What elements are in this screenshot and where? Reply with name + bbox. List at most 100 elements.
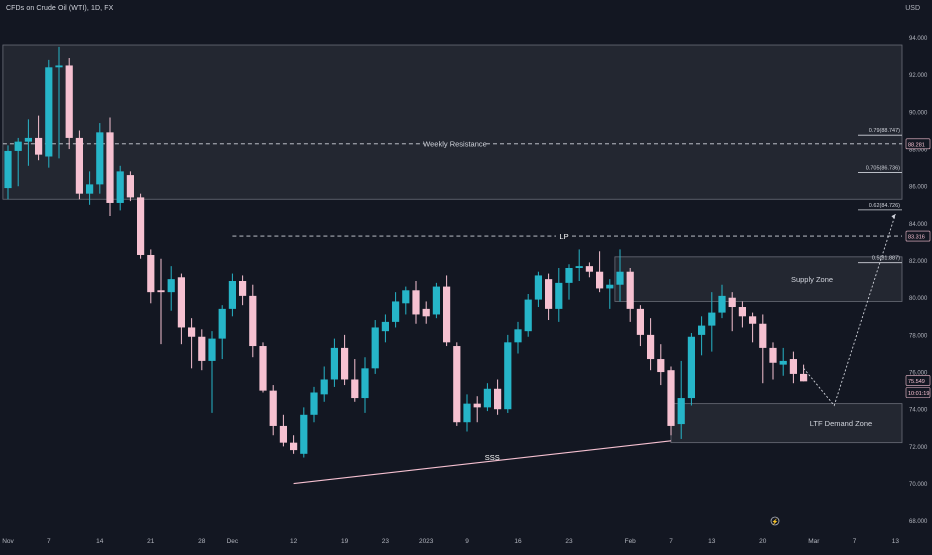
candle — [616, 249, 624, 302]
candle-body — [86, 184, 94, 194]
candle — [657, 344, 665, 386]
candle — [473, 396, 481, 423]
price-tag-text: 83.316 — [908, 235, 925, 241]
event-marker-ring — [770, 516, 780, 526]
candle-body — [687, 336, 695, 399]
candle — [718, 284, 726, 319]
x-tick-3: 21 — [147, 538, 155, 545]
price-tag-text: 75.549 — [908, 379, 925, 385]
currency-label: USD — [905, 5, 920, 12]
candle-body — [473, 403, 481, 408]
price-tag-box — [905, 387, 931, 398]
candle-body — [698, 325, 706, 335]
fib-label-0: 0.79(88.747) — [869, 128, 900, 134]
candle — [514, 321, 522, 354]
candle-body — [596, 271, 604, 289]
candle-body — [443, 286, 451, 343]
candle — [626, 267, 634, 322]
y-tick-2: 90.000 — [909, 110, 928, 116]
price-tag-box — [905, 230, 931, 242]
candle-body — [463, 403, 471, 423]
price-axis: 94.000 92.000 90.000 88.000 86.000 84.000 82.0… — [909, 36, 928, 525]
zone-label-0: Weekly Resistance — [423, 139, 487, 148]
candle — [24, 119, 32, 166]
zone-0 — [2, 44, 903, 200]
candle-body — [35, 137, 43, 155]
candle-body — [636, 308, 644, 335]
x-tick-13: Feb — [625, 538, 637, 545]
candle — [749, 312, 757, 343]
candle-body — [279, 425, 287, 443]
projection-arrowhead — [891, 214, 896, 220]
candle-body — [24, 137, 32, 142]
candle-body — [341, 347, 349, 380]
candle-body — [177, 277, 185, 328]
price-tag-box — [905, 375, 931, 386]
candle-body — [228, 281, 236, 309]
candle — [106, 117, 114, 216]
sss-trendline — [293, 440, 672, 485]
candle-body — [514, 329, 522, 343]
candle — [351, 359, 359, 402]
candle-body — [259, 346, 267, 391]
candle — [126, 171, 134, 202]
candle-body — [789, 359, 797, 374]
candle — [177, 273, 185, 345]
candle — [545, 273, 553, 321]
candle — [494, 379, 502, 415]
zones-layer: Weekly Resistance Supply Zone LTF Demand Z… — [2, 44, 903, 444]
price-tag-2: 75.549 — [905, 375, 931, 386]
y-tick-9: 76.000 — [909, 371, 928, 377]
candle-body — [45, 67, 53, 157]
candle — [341, 334, 349, 386]
y-tick-0: 94.000 — [909, 36, 928, 42]
x-tick-16: 20 — [759, 538, 767, 545]
lp-label: LP — [559, 232, 568, 241]
candle — [402, 286, 410, 315]
candle — [228, 273, 236, 317]
candle — [300, 407, 308, 458]
candle — [188, 318, 196, 369]
candle-body — [667, 370, 675, 426]
candle — [606, 279, 614, 309]
candle — [290, 435, 298, 454]
candle-body — [483, 388, 491, 408]
candle — [198, 329, 206, 371]
candle-body — [4, 150, 12, 189]
candle-body — [494, 388, 502, 410]
candle — [687, 333, 695, 406]
candle — [708, 292, 716, 352]
candle — [789, 351, 797, 384]
candle-body — [524, 299, 532, 332]
candle-body — [606, 284, 614, 289]
candle — [647, 318, 655, 371]
x-tick-7: 19 — [341, 538, 349, 545]
y-tick-1: 92.000 — [909, 73, 928, 79]
candle-body — [157, 290, 165, 293]
candle-body — [647, 334, 655, 360]
candle — [65, 58, 73, 150]
candle-body — [198, 336, 206, 361]
zone-1 — [614, 256, 903, 302]
candles-layer — [4, 46, 808, 458]
zone-2 — [670, 403, 903, 444]
candle-body — [504, 342, 512, 410]
sss-label: SSS — [485, 453, 500, 462]
candle — [443, 275, 451, 347]
x-tick-12: 23 — [565, 538, 573, 545]
x-tick-19: 13 — [892, 538, 900, 545]
candle — [534, 271, 542, 308]
candle-body — [708, 312, 716, 326]
x-tick-8: 23 — [382, 538, 390, 545]
x-tick-14: 7 — [669, 538, 673, 545]
price-tag-0: 88.281 — [905, 138, 931, 150]
candle — [371, 320, 379, 374]
x-tick-2: 14 — [96, 538, 104, 545]
candle — [208, 331, 216, 413]
candle — [636, 305, 644, 347]
candle-body — [218, 308, 226, 339]
candle-body — [381, 321, 389, 332]
candle-body — [55, 65, 63, 68]
